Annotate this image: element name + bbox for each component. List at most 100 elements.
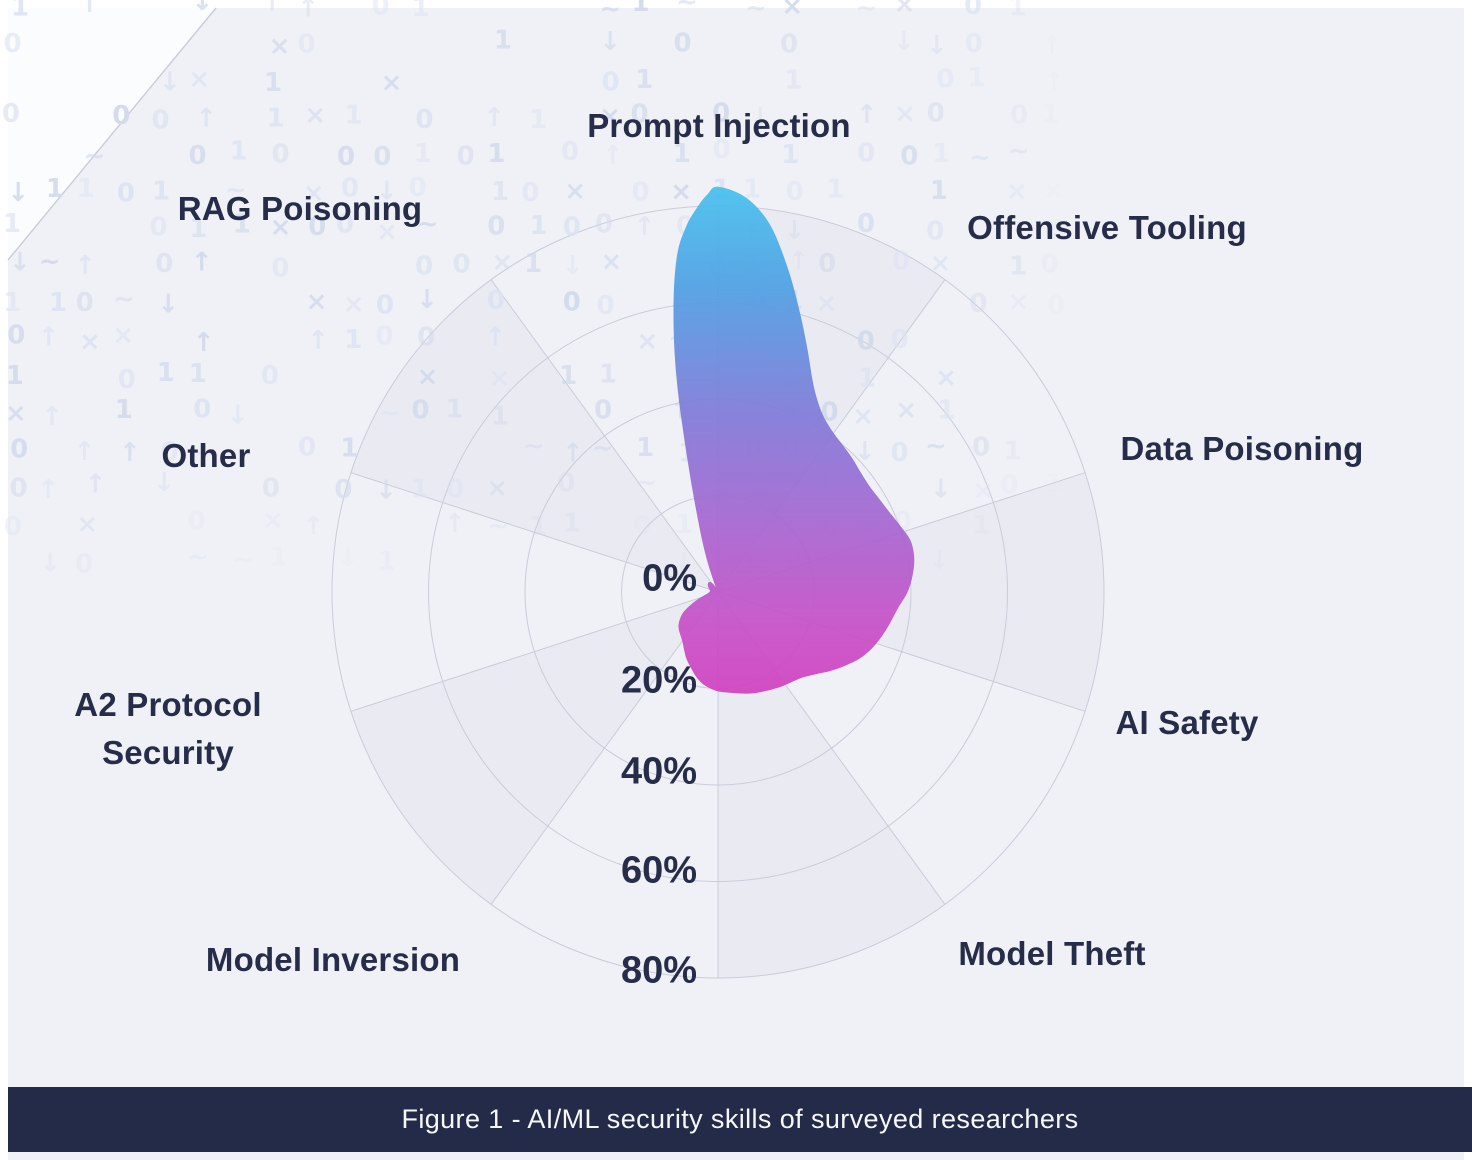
svg-text:1: 1: [340, 433, 358, 463]
svg-text:↓: ↓: [159, 68, 181, 98]
svg-text:0: 0: [155, 249, 173, 279]
svg-text:↑: ↑: [41, 402, 63, 432]
svg-text:0: 0: [561, 137, 579, 167]
svg-text:↓: ↓: [673, 548, 695, 578]
svg-text:1: 1: [344, 325, 362, 355]
svg-text:1: 1: [230, 137, 248, 167]
svg-text:~: ~: [378, 398, 400, 428]
svg-text:↓: ↓: [926, 31, 948, 61]
svg-text:1: 1: [932, 139, 950, 169]
svg-text:0: 0: [10, 435, 28, 465]
svg-text:1: 1: [6, 361, 24, 391]
svg-text:~: ~: [856, 0, 878, 24]
svg-text:0: 0: [446, 475, 464, 505]
svg-text:↓: ↓: [7, 178, 29, 208]
svg-text:0: 0: [594, 395, 612, 425]
svg-text:~: ~: [195, 439, 217, 469]
svg-text:×: ×: [188, 65, 210, 95]
svg-text:0: 0: [487, 212, 505, 242]
svg-text:0: 0: [891, 438, 909, 468]
svg-text:0: 0: [818, 249, 836, 279]
svg-text:0: 0: [563, 212, 581, 242]
svg-text:1: 1: [632, 0, 650, 18]
svg-text:~: ~: [225, 176, 247, 206]
svg-text:0: 0: [149, 213, 167, 243]
svg-text:×: ×: [935, 363, 957, 393]
svg-text:1: 1: [967, 63, 985, 93]
svg-text:0: 0: [1041, 249, 1059, 279]
svg-text:×: ×: [417, 362, 439, 392]
svg-text:1: 1: [269, 543, 287, 573]
svg-text:1: 1: [267, 104, 285, 134]
svg-text:1: 1: [115, 395, 133, 425]
svg-text:0: 0: [1049, 216, 1067, 246]
svg-text:0: 0: [892, 246, 910, 276]
svg-text:1: 1: [1041, 100, 1059, 130]
svg-text:1: 1: [635, 65, 653, 95]
svg-text:~: ~: [39, 247, 61, 277]
svg-text:0: 0: [411, 395, 429, 425]
svg-text:0: 0: [336, 209, 354, 239]
svg-text:×: ×: [1043, 176, 1065, 206]
svg-text:1: 1: [858, 364, 876, 394]
svg-text:↓: ↓: [153, 468, 175, 498]
svg-text:0: 0: [521, 178, 539, 208]
svg-text:1: 1: [559, 361, 577, 391]
svg-text:0: 0: [118, 365, 136, 395]
svg-text:×: ×: [852, 401, 874, 431]
svg-text:↑: ↑: [788, 247, 810, 277]
svg-text:×: ×: [79, 327, 101, 357]
svg-text:0: 0: [415, 251, 433, 281]
svg-text:×: ×: [670, 177, 692, 207]
svg-text:~: ~: [523, 432, 545, 462]
svg-text:0: 0: [376, 291, 394, 321]
svg-text:1: 1: [3, 209, 21, 239]
corner-triangle-decoration: [7, 7, 217, 261]
svg-text:×: ×: [303, 178, 325, 208]
svg-text:0: 0: [964, 0, 982, 21]
svg-text:~: ~: [84, 141, 106, 171]
svg-text:1: 1: [529, 105, 547, 135]
svg-text:1: 1: [1004, 437, 1022, 467]
svg-text:0: 0: [334, 475, 352, 505]
svg-text:↑: ↑: [303, 512, 325, 542]
svg-text:1: 1: [930, 176, 948, 206]
svg-text:0: 0: [417, 322, 435, 352]
svg-text:↓: ↓: [375, 475, 397, 505]
svg-text:1: 1: [152, 177, 170, 207]
svg-text:1: 1: [524, 249, 542, 279]
svg-text:↑: ↑: [562, 439, 584, 469]
svg-text:0: 0: [75, 550, 93, 580]
svg-text:1: 1: [636, 433, 654, 463]
svg-text:×: ×: [637, 326, 659, 356]
svg-text:0: 0: [452, 249, 470, 279]
svg-text:↓: ↓: [854, 437, 876, 467]
svg-text:1: 1: [675, 510, 693, 540]
svg-text:×: ×: [343, 289, 365, 319]
svg-text:×: ×: [816, 289, 838, 319]
svg-text:×: ×: [930, 249, 952, 279]
svg-text:↑: ↑: [74, 437, 96, 467]
svg-text:↓: ↓: [191, 0, 213, 17]
svg-text:~: ~: [599, 0, 621, 24]
svg-text:1: 1: [233, 210, 251, 240]
svg-text:0: 0: [271, 254, 289, 284]
svg-text:1: 1: [264, 68, 282, 98]
svg-text:~: ~: [925, 432, 947, 462]
svg-text:0: 0: [341, 173, 359, 203]
svg-text:×: ×: [896, 396, 918, 426]
svg-text:↑: ↑: [484, 323, 506, 353]
svg-text:↓: ↓: [227, 400, 249, 430]
svg-text:0: 0: [1047, 291, 1065, 321]
svg-text:1: 1: [445, 395, 463, 425]
svg-text:↑: ↑: [483, 103, 505, 133]
svg-text:↓: ↓: [784, 216, 806, 246]
svg-text:×: ×: [262, 506, 284, 536]
svg-text:↓: ↓: [337, 543, 359, 573]
svg-text:0: 0: [965, 29, 983, 59]
svg-text:↑: ↑: [191, 248, 213, 278]
svg-text:1: 1: [826, 175, 844, 205]
svg-text:0: 0: [674, 29, 692, 59]
svg-text:~: ~: [487, 511, 509, 541]
